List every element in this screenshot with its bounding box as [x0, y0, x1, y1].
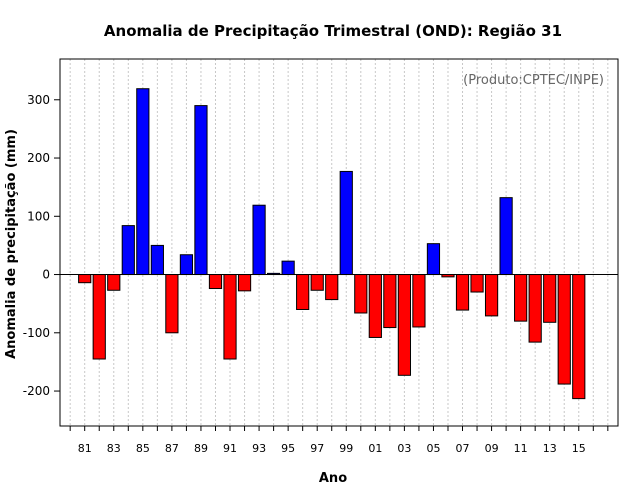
y-tick-label--200: -200 [23, 384, 50, 398]
x-tick-label-05: 05 [426, 442, 440, 455]
bar-2013 [543, 274, 557, 323]
x-tick-label-07: 07 [456, 442, 470, 455]
bar-2007 [455, 274, 470, 311]
bar-1997 [310, 274, 324, 291]
x-tick-label-15: 15 [572, 442, 586, 455]
bar-1991 [223, 274, 237, 360]
bar-1999 [339, 170, 353, 276]
y-tick-label-100: 100 [27, 209, 50, 223]
plot-frame [59, 58, 619, 427]
x-tick-label-81: 81 [78, 442, 92, 455]
gridlines [69, 59, 609, 426]
bar-2012 [528, 274, 542, 343]
bar-1987 [165, 274, 179, 334]
bar-1990 [208, 274, 223, 290]
x-tick-label-11: 11 [514, 442, 528, 455]
bar-1988 [179, 254, 194, 276]
y-tick-label-0: 0 [42, 268, 50, 282]
x-axis-label: Ano [319, 471, 347, 486]
x-tick-label-13: 13 [543, 442, 557, 455]
bar-1983 [107, 274, 121, 291]
x-tick-label-97: 97 [310, 442, 324, 455]
x-tick-label-01: 01 [368, 442, 382, 455]
bar-2014 [557, 274, 571, 385]
bar-1993 [252, 204, 266, 276]
x-tick-label-85: 85 [136, 442, 150, 455]
bar-2015 [572, 274, 586, 400]
x-tick-label-91: 91 [223, 442, 237, 455]
chart-title: Anomalia de Precipitação Trimestral (OND… [104, 22, 562, 40]
bar-1984 [121, 225, 135, 276]
x-tick-label-95: 95 [281, 442, 295, 455]
y-tick-label--100: -100 [23, 326, 50, 340]
bar-1992 [237, 274, 252, 292]
x-tick-label-99: 99 [339, 442, 353, 455]
x-tick-label-89: 89 [194, 442, 208, 455]
bar-1995 [281, 260, 295, 276]
bar-1986 [150, 244, 164, 276]
bar-2001 [368, 274, 382, 338]
bar-2003 [397, 274, 411, 376]
bar-1981 [78, 274, 92, 284]
bar-2010 [499, 197, 513, 276]
bar-1985 [136, 88, 150, 276]
y-axis-label: Anomalia de precipitação (mm) [4, 129, 19, 359]
source-annotation: (Produto:CPTEC/INPE) [463, 73, 604, 88]
bar-1998 [325, 274, 339, 301]
bar-2000 [354, 274, 368, 314]
bar-1982 [92, 274, 106, 360]
y-tick-label-200: 200 [27, 151, 50, 165]
x-tick-label-87: 87 [165, 442, 179, 455]
x-tick-label-93: 93 [252, 442, 266, 455]
bar-2011 [514, 274, 528, 322]
bar-2002 [383, 274, 397, 329]
y-tick-label-300: 300 [27, 93, 50, 107]
x-tick-label-83: 83 [107, 442, 121, 455]
bar-2004 [412, 274, 426, 328]
x-tick-label-03: 03 [397, 442, 411, 455]
x-tick-label-09: 09 [485, 442, 499, 455]
bar-2009 [484, 274, 499, 317]
bar-2005 [426, 243, 441, 276]
bar-2008 [470, 274, 484, 293]
bar-1989 [194, 105, 208, 276]
bar-1996 [296, 274, 310, 310]
